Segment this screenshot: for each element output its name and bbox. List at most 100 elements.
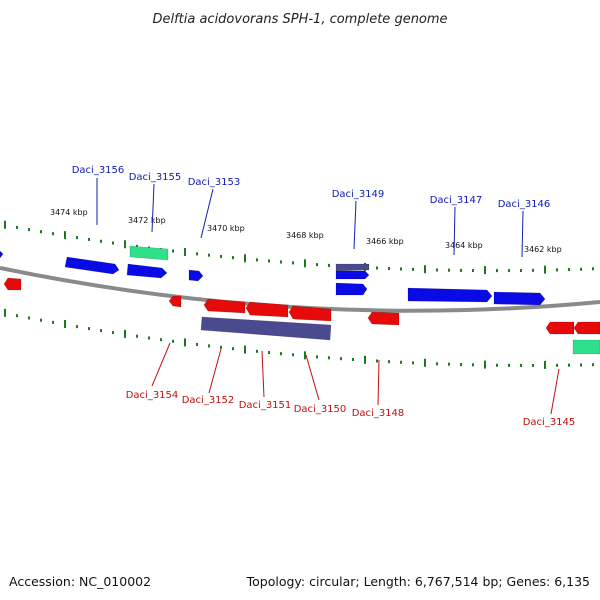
inner-ruler-tick (160, 338, 162, 342)
outer-ruler-tick (292, 261, 294, 265)
inner-ruler-tick (376, 359, 378, 363)
inner-ruler-tick (256, 349, 258, 353)
ruler-ticks-inner (4, 308, 594, 369)
leader-daci-3151 (261, 350, 265, 398)
inner-ruler-tick (340, 357, 342, 361)
outer-ruler-tick (304, 259, 306, 268)
gene-rev-daci-3152[interactable] (203, 298, 246, 314)
gene-label-daci-3152[interactable]: Daci_3152 (182, 395, 235, 406)
inner-ruler-tick (388, 360, 390, 364)
inner-ruler-tick (280, 352, 282, 356)
inner-ruler-tick (16, 314, 18, 318)
outer-ruler-tick (592, 267, 594, 271)
outer-ruler-tick (424, 265, 426, 274)
gene-label-daci-3156[interactable]: Daci_3156 (72, 165, 125, 176)
kbp-label-3474: 3474 kbp (50, 208, 88, 217)
gene-other-daci-3149[interactable] (335, 263, 370, 272)
gene-label-daci-3151[interactable]: Daci_3151 (239, 400, 292, 411)
gene-rev-daci-3148[interactable] (367, 311, 400, 326)
gene-rev-daci-3145b[interactable] (573, 321, 600, 335)
outer-ruler-tick (136, 244, 138, 248)
gene-fwd-daci-3149[interactable] (335, 270, 370, 280)
gene-rna-daci-3155[interactable] (129, 245, 169, 261)
gene-fwd-daci-3149b[interactable] (335, 282, 368, 296)
outer-ruler-tick (16, 225, 18, 229)
outer-ruler-tick (376, 266, 378, 270)
gene-label-daci-3148[interactable]: Daci_3148 (352, 408, 405, 419)
kbp-label-3462: 3462 kbp (524, 245, 562, 254)
inner-ruler-tick (112, 331, 114, 335)
outer-ruler-tick (4, 220, 6, 229)
inner-ruler-tick (232, 347, 234, 351)
kbp-label-3470: 3470 kbp (207, 224, 245, 233)
leader-lines (96, 178, 560, 415)
inner-ruler-tick (64, 320, 66, 329)
inner-ruler-tick (544, 360, 546, 369)
leader-daci-3153 (200, 188, 214, 239)
outer-ruler-tick (412, 267, 414, 271)
outer-ruler-tick (436, 268, 438, 272)
outer-ruler-tick (448, 268, 450, 272)
gene-fwd-daci-3156[interactable] (64, 256, 120, 275)
gene-label-daci-3150[interactable]: Daci_3150 (294, 404, 347, 415)
gene-label-daci-3146[interactable]: Daci_3146 (498, 199, 551, 210)
gene-fwd-daci-3147[interactable] (407, 287, 493, 303)
inner-ruler-tick (448, 362, 450, 366)
gene-label-daci-3153[interactable]: Daci_3153 (188, 177, 241, 188)
gene-labels-inner: Daci_3154 Daci_3152 Daci_3151 Daci_3150 … (126, 390, 576, 428)
outer-ruler-tick (388, 266, 390, 270)
gene-other-daci-3152-3150[interactable] (200, 316, 332, 341)
outer-ruler-tick (220, 254, 222, 258)
inner-ruler-tick (460, 363, 462, 367)
outer-ruler-tick (532, 268, 534, 272)
outer-ruler-tick (460, 268, 462, 272)
outer-ruler-tick (52, 232, 54, 236)
inner-ruler-tick (496, 363, 498, 367)
gene-rev-daci-3150[interactable] (288, 305, 332, 322)
outer-ruler-tick (172, 249, 174, 253)
inner-ruler-tick (268, 351, 270, 355)
gene-fwd-daci-3146[interactable] (493, 291, 546, 306)
gene-fwd-daci-3155b[interactable] (126, 263, 168, 279)
inner-ruler-tick (148, 336, 150, 340)
inner-ruler-tick (328, 356, 330, 360)
outer-ruler-tick (100, 239, 102, 243)
inner-ruler-tick (580, 363, 582, 367)
outer-ruler-tick (40, 230, 42, 234)
inner-ruler-tick (28, 316, 30, 320)
ruler-labels: 3474 kbp 3472 kbp 3470 kbp 3468 kbp 3466… (50, 208, 562, 254)
gene-fwd-daci-3153[interactable] (188, 269, 204, 282)
gene-rev-left-edge[interactable] (3, 277, 22, 291)
inner-ruler-tick (304, 351, 306, 360)
kbp-label-3466: 3466 kbp (366, 237, 404, 246)
outer-ruler-tick (88, 237, 90, 241)
inner-ruler-tick (76, 325, 78, 329)
gene-label-daci-3155[interactable]: Daci_3155 (129, 172, 182, 183)
leader-daci-3152 (208, 348, 222, 394)
inner-ruler-tick (364, 355, 366, 364)
outer-ruler-tick (556, 268, 558, 272)
inner-ruler-tick (4, 308, 6, 317)
gene-rna-right-edge[interactable] (572, 339, 600, 355)
outer-ruler-tick (208, 253, 210, 257)
gene-label-daci-3154[interactable]: Daci_3154 (126, 390, 179, 401)
gene-label-daci-3149[interactable]: Daci_3149 (332, 189, 385, 200)
gene-fwd-left-edge[interactable] (0, 250, 4, 259)
outer-ruler-tick (28, 228, 30, 232)
outer-ruler-tick (64, 231, 66, 240)
leader-daci-3147 (453, 206, 456, 256)
outer-ruler-tick (496, 269, 498, 273)
gene-label-daci-3145[interactable]: Daci_3145 (523, 417, 576, 428)
gene-rev-daci-3145[interactable] (545, 321, 575, 335)
gene-label-daci-3147[interactable]: Daci_3147 (430, 195, 483, 206)
inner-ruler-tick (472, 363, 474, 367)
outer-ruler-tick (520, 268, 522, 272)
outer-ruler-tick (232, 256, 234, 260)
gene-rev-daci-3154[interactable] (168, 295, 182, 308)
gene-rev-daci-3151[interactable] (245, 301, 289, 318)
map-title: Delftia acidovorans SPH-1, complete geno… (152, 12, 447, 27)
outer-ruler-tick (508, 269, 510, 273)
inner-ruler-tick (124, 329, 126, 338)
leader-daci-3146 (521, 210, 524, 258)
inner-ruler-tick (520, 363, 522, 367)
